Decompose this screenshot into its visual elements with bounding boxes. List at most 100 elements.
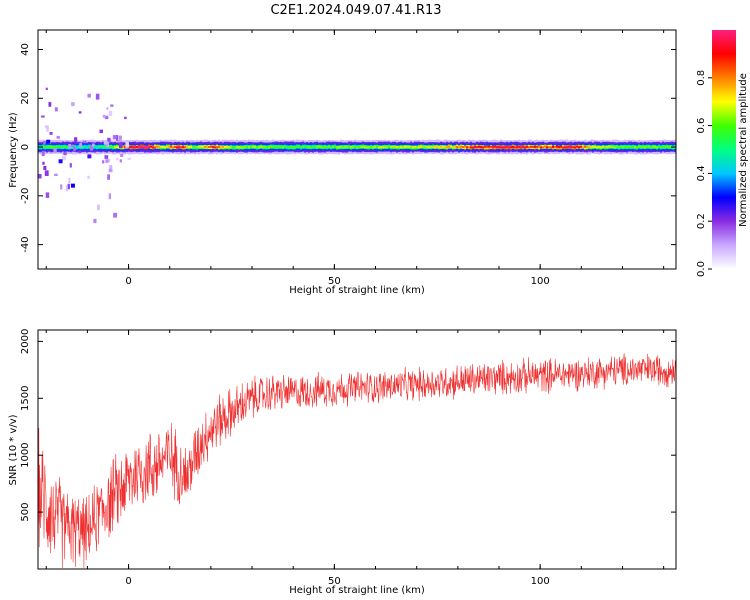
heatmap-cell xyxy=(534,145,537,148)
heatmap-cell xyxy=(120,153,124,158)
heatmap-cell xyxy=(230,146,233,149)
heatmap-cell xyxy=(328,145,331,148)
snr-x-label: Height of straight line (km) xyxy=(289,585,425,596)
heatmap-cell xyxy=(308,145,311,148)
heatmap-cell xyxy=(434,145,437,148)
heatmap-cell xyxy=(592,145,595,148)
heatmap-cell xyxy=(468,146,471,149)
heatmap-cell xyxy=(99,129,103,134)
heatmap-cell xyxy=(372,146,375,149)
heatmap-cell xyxy=(340,145,343,148)
heatmap-cell xyxy=(416,146,419,149)
heatmap-cell xyxy=(42,161,45,165)
heatmap-cell xyxy=(154,146,157,149)
heatmap-cell xyxy=(664,145,667,148)
heatmap-cell xyxy=(626,146,629,149)
heatmap-cell xyxy=(188,145,191,148)
heatmap-cell xyxy=(110,146,113,149)
heatmap-cell xyxy=(578,146,581,149)
heatmap-cell xyxy=(326,146,329,149)
heatmap-cell xyxy=(570,146,573,149)
snr-series-line xyxy=(37,353,677,569)
heatmap-cell xyxy=(107,159,111,163)
heatmap-cell xyxy=(194,145,197,148)
heatmap-cell xyxy=(396,145,399,148)
heatmap-cell xyxy=(516,145,519,148)
colorbar-tick-label: 0.2 xyxy=(696,213,707,229)
heatmap-cell xyxy=(68,177,71,184)
heatmap-cell xyxy=(438,146,441,149)
heatmap-cell xyxy=(580,145,583,148)
heatmap-cell xyxy=(242,146,245,149)
heatmap-cell xyxy=(43,140,46,145)
heatmap-cell xyxy=(470,146,473,149)
heatmap-cell xyxy=(568,145,571,148)
heatmap-cell xyxy=(654,145,657,148)
heatmap-cell xyxy=(64,146,67,149)
heatmap-cell xyxy=(426,145,429,148)
heatmap-cell xyxy=(414,145,417,148)
heatmap-cell xyxy=(424,145,427,148)
heatmap-cell xyxy=(244,146,247,149)
heatmap-cell xyxy=(182,146,185,149)
heatmap-cell xyxy=(400,146,403,149)
heatmap-cell xyxy=(486,145,489,148)
heatmap-cell xyxy=(596,146,599,149)
heatmap-cell xyxy=(107,174,110,180)
heatmap-cell xyxy=(384,146,387,149)
colorbar-tick-label: 0.4 xyxy=(696,165,707,181)
heatmap-cell xyxy=(130,145,133,148)
heatmap-cell xyxy=(104,155,109,159)
heatmap-cell xyxy=(48,102,52,107)
heatmap-cell xyxy=(646,146,649,149)
heatmap-cell xyxy=(402,146,405,149)
heatmap-cell xyxy=(252,146,255,149)
heatmap-cell xyxy=(54,145,57,148)
heatmap-cell xyxy=(93,218,97,224)
heatmap-cell xyxy=(86,146,89,149)
snr-y-label: SNR (10 * v/v) xyxy=(8,414,19,485)
heatmap-cell xyxy=(292,145,295,148)
heatmap-cell xyxy=(170,145,173,148)
heatmap-cell xyxy=(248,145,251,148)
heatmap-cell xyxy=(376,145,379,148)
heatmap-cell xyxy=(43,165,47,171)
heatmap-cell xyxy=(504,146,507,149)
heatmap-cell xyxy=(218,146,221,149)
heatmap-cell xyxy=(488,145,491,148)
heatmap-cell xyxy=(318,145,321,148)
spectrogram-frame xyxy=(37,29,677,270)
heatmap-cell xyxy=(118,142,123,149)
heatmap-cell xyxy=(69,163,72,168)
heatmap-cell xyxy=(528,146,531,149)
heatmap-cell xyxy=(74,137,78,143)
heatmap-cell xyxy=(54,173,58,176)
heatmap-cell xyxy=(444,145,447,148)
y-tick-label: 40 xyxy=(20,43,31,56)
heatmap-cell xyxy=(590,145,593,148)
heatmap-cell xyxy=(522,145,525,148)
heatmap-cell xyxy=(107,137,111,143)
heatmap-cell xyxy=(88,146,91,149)
heatmap-cell xyxy=(84,145,87,148)
heatmap-cell xyxy=(266,145,269,148)
heatmap-cell xyxy=(222,145,225,148)
heatmap-cell xyxy=(127,157,132,160)
heatmap-cell xyxy=(616,145,619,148)
heatmap-cell xyxy=(268,146,271,149)
heatmap-cell xyxy=(87,154,92,159)
heatmap-cell xyxy=(70,183,75,188)
heatmap-cell xyxy=(382,146,385,149)
heatmap-cell xyxy=(109,165,113,170)
y-tick-label: 500 xyxy=(20,503,31,522)
heatmap-cell xyxy=(420,145,423,148)
heatmap-cell xyxy=(228,146,231,149)
heatmap-cell xyxy=(334,145,337,148)
y-tick-label: 0 xyxy=(20,144,31,150)
heatmap-cell xyxy=(304,145,307,148)
heatmap-cell xyxy=(56,135,60,139)
heatmap-cell xyxy=(656,146,659,149)
heatmap-cell xyxy=(166,145,169,148)
heatmap-cell xyxy=(386,145,389,148)
